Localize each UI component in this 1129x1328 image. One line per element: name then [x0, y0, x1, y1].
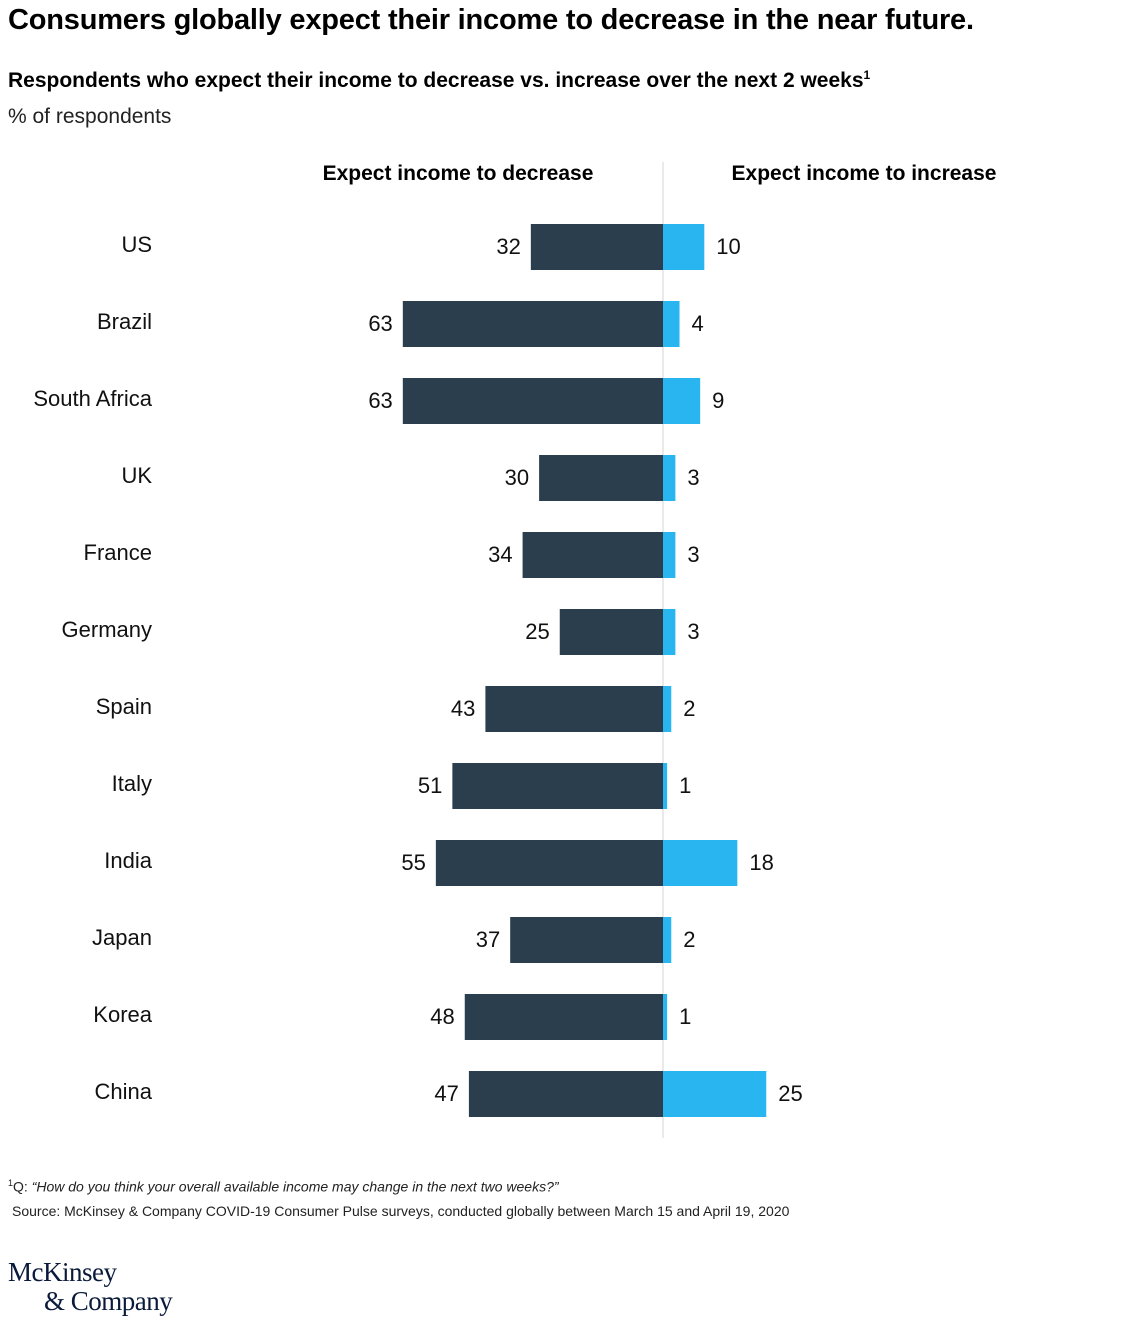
bar-increase-germany: [663, 609, 676, 655]
value-label-increase-south-africa: 9: [712, 388, 724, 413]
bar-increase-china: [663, 1071, 767, 1117]
source-note: Source: McKinsey & Company COVID-19 Cons…: [12, 1203, 790, 1219]
category-label-germany: Germany: [62, 617, 152, 642]
category-label-south-africa: South Africa: [33, 386, 152, 411]
bar-decrease-italy: [452, 763, 663, 809]
bar-decrease-uk: [539, 455, 663, 501]
value-label-decrease-south-africa: 63: [368, 388, 392, 413]
bar-decrease-germany: [559, 609, 663, 655]
category-label-india: India: [104, 848, 152, 873]
bar-decrease-brazil: [402, 301, 663, 347]
category-label-uk: UK: [121, 463, 152, 488]
value-label-increase-uk: 3: [687, 465, 699, 490]
category-label-us: US: [121, 232, 152, 257]
bar-increase-us: [663, 224, 705, 270]
category-label-france: France: [84, 540, 152, 565]
value-label-increase-china: 25: [778, 1081, 802, 1106]
bar-increase-brazil: [663, 301, 680, 347]
subtitle-text: Respondents who expect their income to d…: [8, 69, 864, 92]
category-label-italy: Italy: [112, 771, 152, 796]
value-label-increase-brazil: 4: [692, 311, 704, 336]
logo-line-1: McKinsey: [8, 1257, 117, 1287]
subtitle-footnote-mark: 1: [863, 68, 871, 82]
legend-increase: Expect income to increase: [732, 162, 997, 185]
value-label-decrease-japan: 37: [476, 927, 500, 952]
value-label-increase-korea: 1: [679, 1004, 691, 1029]
bar-increase-italy: [663, 763, 668, 809]
legend-decrease: Expect income to decrease: [323, 162, 594, 185]
bar-increase-korea: [663, 994, 668, 1040]
value-label-increase-france: 3: [687, 542, 699, 567]
category-label-brazil: Brazil: [97, 309, 152, 334]
value-label-decrease-brazil: 63: [368, 311, 392, 336]
value-label-decrease-france: 34: [488, 542, 512, 567]
bar-decrease-spain: [485, 686, 663, 732]
value-label-increase-spain: 2: [683, 696, 695, 721]
value-label-decrease-italy: 51: [418, 773, 442, 798]
value-label-increase-germany: 3: [687, 619, 699, 644]
value-label-decrease-uk: 30: [505, 465, 529, 490]
footnote: 1Q: “How do you think your overall avail…: [8, 1178, 559, 1195]
bar-decrease-south-africa: [402, 378, 663, 424]
bar-decrease-us: [530, 224, 663, 270]
bar-increase-japan: [663, 917, 672, 963]
category-label-spain: Spain: [96, 694, 152, 719]
footnote-text: “How do you think your overall available…: [31, 1178, 559, 1195]
value-label-increase-japan: 2: [683, 927, 695, 952]
value-label-decrease-germany: 25: [525, 619, 549, 644]
footnote-prefix: Q:: [13, 1178, 32, 1195]
category-label-korea: Korea: [93, 1002, 152, 1027]
bar-decrease-china: [468, 1071, 663, 1117]
value-label-decrease-korea: 48: [430, 1004, 454, 1029]
bar-decrease-korea: [464, 994, 663, 1040]
category-label-japan: Japan: [92, 925, 152, 950]
chart-title: Consumers globally expect their income t…: [8, 4, 974, 36]
logo-line-2: & Company: [44, 1286, 173, 1316]
value-label-increase-italy: 1: [679, 773, 691, 798]
value-label-decrease-spain: 43: [451, 696, 475, 721]
bar-increase-india: [663, 840, 738, 886]
chart-subtitle: Respondents who expect their income to d…: [8, 68, 870, 93]
bar-increase-france: [663, 532, 676, 578]
bar-increase-south-africa: [663, 378, 701, 424]
mckinsey-logo: McKinsey & Company: [8, 1257, 173, 1316]
bar-increase-spain: [663, 686, 672, 732]
value-label-decrease-china: 47: [434, 1081, 458, 1106]
value-label-decrease-us: 32: [496, 234, 520, 259]
unit-label: % of respondents: [8, 105, 172, 128]
value-label-increase-us: 10: [716, 234, 740, 259]
category-label-china: China: [95, 1079, 153, 1104]
bar-increase-uk: [663, 455, 676, 501]
footnote-mark: 1: [8, 1178, 14, 1188]
value-label-increase-india: 18: [749, 850, 773, 875]
bar-decrease-france: [522, 532, 663, 578]
bar-decrease-india: [435, 840, 663, 886]
value-label-decrease-india: 55: [401, 850, 425, 875]
bar-decrease-japan: [510, 917, 663, 963]
diverging-bar-chart: Expect income to decrease Expect income t…: [33, 162, 997, 1138]
